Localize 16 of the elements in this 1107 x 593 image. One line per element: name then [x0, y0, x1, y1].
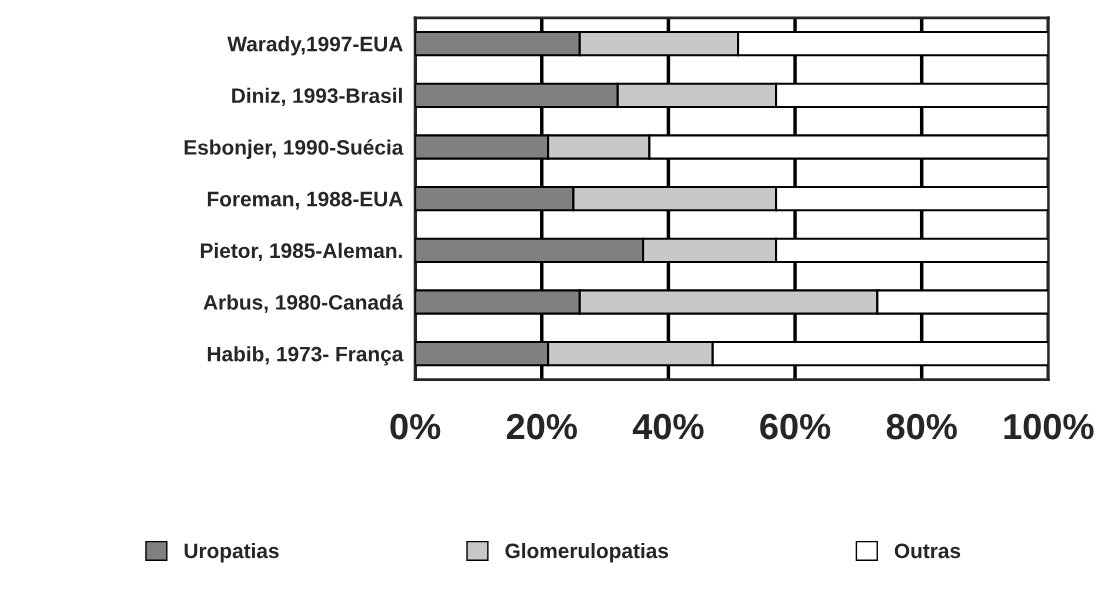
y-tick-label: Esbonjer, 1990-Suécia [184, 139, 404, 159]
y-tick-label: Warady,1997-EUA [227, 36, 403, 56]
legend-label: Glomerulopatias [505, 542, 669, 563]
y-tick-label: Pietor, 1985-Aleman. [200, 242, 402, 262]
x-tick-label: 0% [390, 413, 441, 440]
y-tick-label: Habib, 1973- França [207, 346, 404, 366]
legend-label: Outras [894, 543, 961, 559]
legend-label: Uropatias [184, 542, 279, 563]
y-tick-label: Diniz, 1993-Brasil [232, 87, 402, 107]
x-tick-label: 100% [1004, 413, 1094, 440]
y-tick-label: Foreman, 1988-EUA [207, 191, 403, 210]
x-tick-label: 40% [632, 413, 704, 440]
x-tick-label: 20% [506, 413, 577, 440]
x-tick-label: 60% [760, 413, 831, 440]
y-tick-label: Arbus, 1980-Canadá [203, 294, 404, 313]
x-tick-label: 80% [886, 413, 957, 440]
